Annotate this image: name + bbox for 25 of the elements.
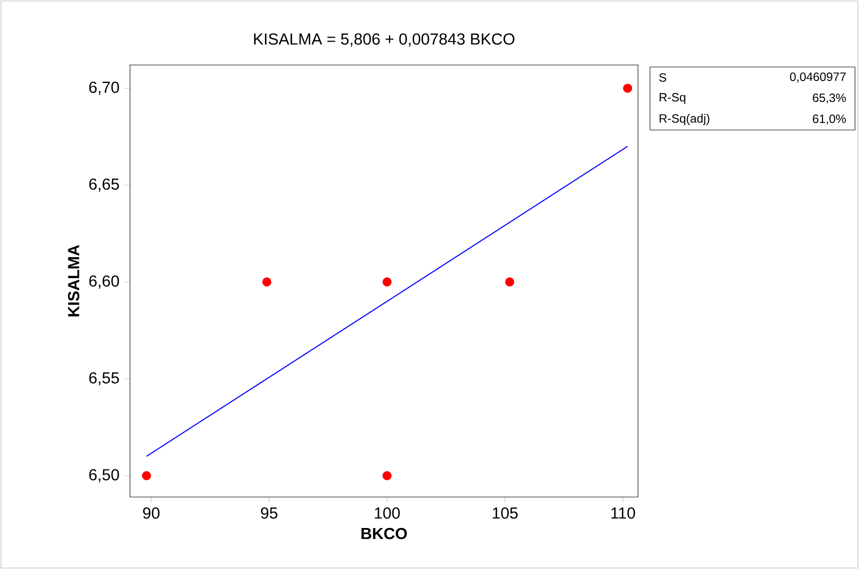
x-tick-label: 90 [143, 507, 160, 519]
x-tick-label: 110 [611, 507, 636, 519]
x-tick-label: 105 [492, 507, 518, 519]
text: R-Sq [660, 93, 686, 104]
y-tick-label: 6,70 [89, 82, 119, 95]
chart-title: KISALMA = 5,806 + 0,007843 BKCO [254, 33, 514, 47]
y-axis-title: KISALMA [68, 244, 80, 316]
point [382, 277, 392, 286]
x-axis-title: BKCO [362, 528, 407, 540]
x-tick-label: 95 [261, 507, 278, 519]
point [142, 471, 152, 480]
text: S [659, 73, 666, 82]
point [382, 471, 392, 480]
text: 65,3% [812, 94, 846, 104]
text: R-Sq(adj) [660, 114, 710, 126]
point [505, 277, 514, 286]
text: 0,0460977 [790, 72, 846, 82]
y-tick-label: 6,50 [89, 469, 119, 482]
x-tick-label: 100 [374, 507, 400, 519]
point [262, 277, 272, 286]
y-tick-label: 6,60 [89, 275, 119, 289]
point [623, 84, 632, 93]
text: 61,0% [812, 114, 846, 124]
y-tick-label: 6,65 [89, 178, 119, 192]
y-tick-label: 6,55 [89, 372, 119, 386]
